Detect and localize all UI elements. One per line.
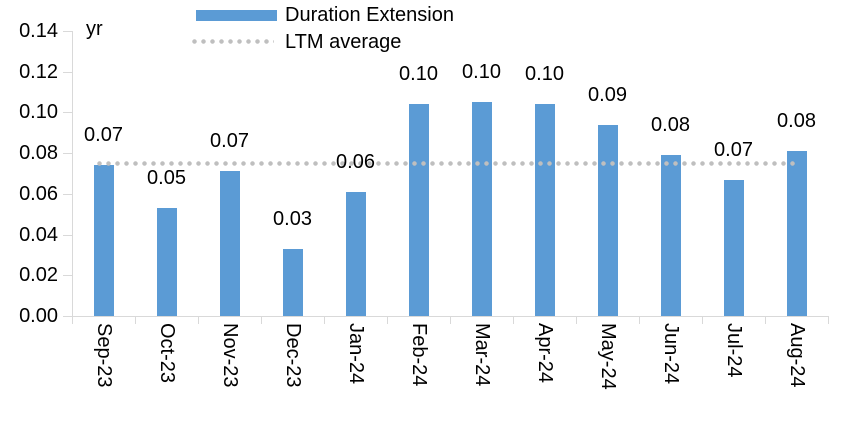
x-category-label: Oct-23 — [156, 323, 178, 384]
y-tick-label: 0.08 — [19, 142, 58, 164]
x-tick-mark — [135, 316, 136, 324]
bar — [724, 180, 744, 316]
bar — [220, 171, 240, 316]
bar-value-label: 0.07 — [714, 139, 753, 161]
y-tick-mark — [63, 112, 72, 113]
y-tick-mark — [63, 194, 72, 195]
y-tick-label: 0.04 — [19, 224, 58, 246]
x-tick-mark — [702, 316, 703, 324]
x-category-label: Jan-24 — [345, 323, 367, 385]
x-category-label: Dec-23 — [282, 323, 304, 388]
bar — [157, 208, 177, 316]
x-tick-mark — [387, 316, 388, 324]
bar-value-label: 0.10 — [399, 63, 438, 85]
x-tick-mark — [765, 316, 766, 324]
bar-value-label: 0.09 — [588, 84, 627, 106]
x-tick-mark — [828, 316, 829, 324]
y-tick-mark — [63, 72, 72, 73]
x-tick-mark — [324, 316, 325, 324]
y-tick-label: 0.10 — [19, 101, 58, 123]
x-tick-mark — [450, 316, 451, 324]
y-axis-line — [72, 31, 73, 316]
x-category-label: Apr-24 — [534, 323, 556, 384]
bar — [472, 102, 492, 316]
bar-value-label: 0.08 — [651, 114, 690, 136]
legend-label-duration-extension: Duration Extension — [285, 4, 454, 26]
y-tick-mark — [63, 316, 72, 317]
x-tick-mark — [576, 316, 577, 324]
bar — [409, 104, 429, 316]
bar-value-label: 0.08 — [777, 110, 816, 132]
bar-value-label: 0.07 — [210, 130, 249, 152]
bar — [283, 249, 303, 316]
bar-value-label: 0.10 — [525, 63, 564, 85]
x-category-label: Mar-24 — [471, 323, 493, 387]
y-tick-label: 0.06 — [19, 183, 58, 205]
bar — [94, 165, 114, 316]
y-tick-mark — [63, 275, 72, 276]
y-tick-label: 0.12 — [19, 61, 58, 83]
x-category-label: Sep-23 — [93, 323, 115, 388]
bar-value-label: 0.10 — [462, 61, 501, 83]
x-tick-mark — [72, 316, 73, 324]
x-category-label: Jul-24 — [723, 323, 745, 378]
ltm-average-line — [95, 161, 797, 166]
bar-value-label: 0.07 — [84, 124, 123, 146]
x-category-label: Feb-24 — [408, 323, 430, 387]
y-axis-unit-label: yr — [86, 18, 103, 40]
dotted-line-swatch-icon — [190, 39, 274, 44]
bar-value-label: 0.06 — [336, 151, 375, 173]
bar-value-label: 0.03 — [273, 208, 312, 230]
y-tick-mark — [63, 31, 72, 32]
bar-value-label: 0.05 — [147, 167, 186, 189]
x-category-label: Jun-24 — [660, 323, 682, 385]
x-tick-mark — [261, 316, 262, 324]
bar — [787, 151, 807, 316]
x-tick-mark — [198, 316, 199, 324]
legend-label-ltm-average: LTM average — [285, 31, 402, 53]
y-tick-mark — [63, 235, 72, 236]
x-tick-mark — [639, 316, 640, 324]
y-tick-mark — [63, 153, 72, 154]
bar — [661, 155, 681, 316]
x-category-label: Nov-23 — [219, 323, 241, 388]
y-tick-label: 0.14 — [19, 20, 58, 42]
bar — [598, 125, 618, 316]
x-tick-mark — [513, 316, 514, 324]
bar-series-swatch-icon — [196, 10, 277, 21]
bar — [535, 104, 555, 316]
y-tick-label: 0.00 — [19, 305, 58, 327]
x-category-label: Aug-24 — [786, 323, 808, 388]
y-tick-label: 0.02 — [19, 264, 58, 286]
bar — [346, 192, 366, 316]
x-category-label: May-24 — [597, 323, 619, 390]
